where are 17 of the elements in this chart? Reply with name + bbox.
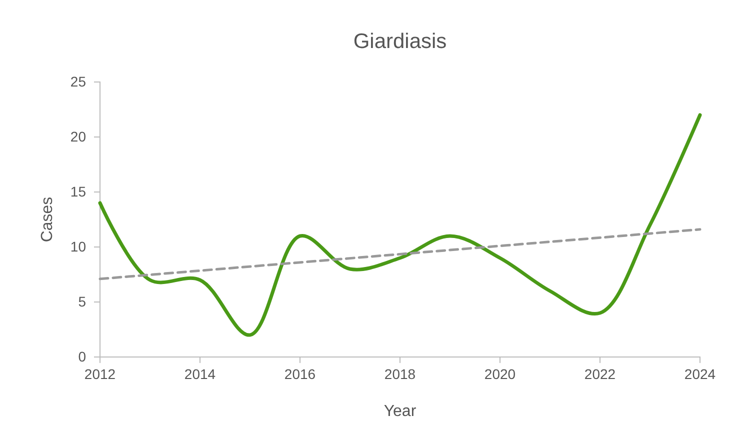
y-axis-title: Cases	[39, 196, 56, 242]
x-tick-label: 2020	[484, 366, 516, 382]
x-tick-label: 2018	[384, 366, 416, 382]
x-axis-title: Year	[384, 403, 417, 420]
x-tick-label: 2012	[84, 366, 116, 382]
y-tick-label: 15	[70, 183, 86, 200]
x-tick-label: 2014	[184, 366, 216, 382]
line-series	[98, 113, 702, 337]
y-tick-label: 10	[70, 238, 86, 254]
x-tick-label: 2022	[584, 366, 616, 382]
x-tick-label: 2024	[684, 366, 716, 382]
x-tick-label: 2016	[284, 366, 316, 382]
y-tick-label: 20	[70, 128, 86, 144]
y-tick-label: 25	[70, 73, 86, 90]
y-tick-label: 0	[78, 348, 86, 364]
y-tick-label: 5	[78, 293, 86, 310]
chart-title: Giardiasis	[353, 30, 447, 53]
